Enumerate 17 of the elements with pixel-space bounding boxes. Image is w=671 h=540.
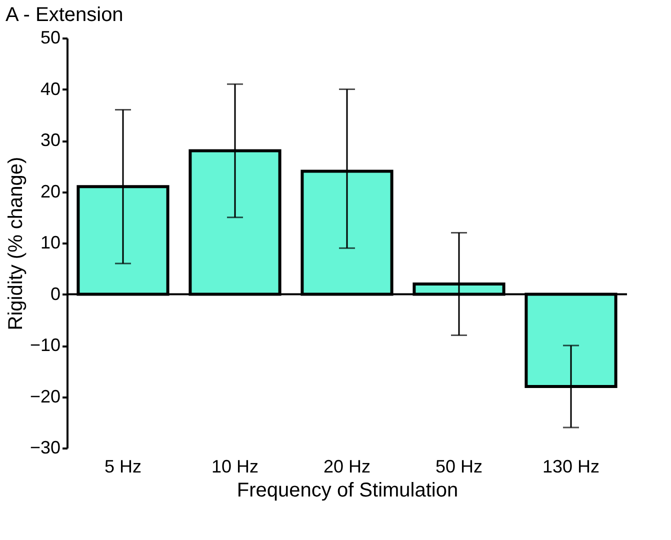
x-tick-label: 50 Hz [435, 456, 483, 476]
y-tick-label: 20 [40, 181, 60, 202]
y-tick-label: 10 [40, 232, 60, 252]
y-tick-label: 40 [40, 78, 60, 99]
y-tick-label: −10 [30, 335, 60, 355]
x-axis-title: Frequency of Stimulation [236, 480, 458, 502]
y-tick-label: 0 [50, 284, 60, 304]
x-tick-label: 130 Hz [542, 456, 600, 476]
x-tick-label: 5 Hz [104, 456, 142, 476]
x-tick-label: 20 Hz [323, 456, 371, 476]
y-tick-label: 50 [40, 28, 60, 48]
x-tick-label: 10 Hz [211, 456, 259, 476]
y-tick-label: 30 [40, 130, 60, 150]
y-tick-label: −30 [30, 438, 60, 458]
y-tick-label: −20 [30, 386, 60, 406]
y-axis-title: Rigidity (% change) [4, 156, 27, 330]
chart-title: A - Extension [5, 4, 124, 26]
